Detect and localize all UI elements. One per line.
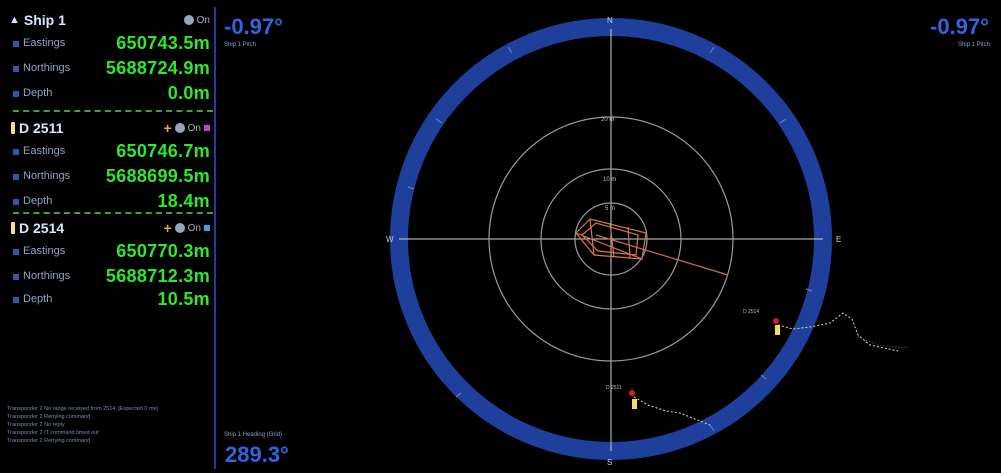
easting-value: 650770.3m [116,241,210,261]
depth-label: Depth [23,195,53,207]
target-marker-d2511[interactable] [629,390,635,396]
range-ring-inner [574,202,648,276]
bullet-icon [13,249,19,255]
northing-value: 5688712.3m [105,266,210,286]
depth-label: Depth [23,293,53,305]
target-header-d2514[interactable]: D 2514 + On [7,217,214,239]
target-northing-row: Northings 5688699.5m [7,166,214,188]
ship-header[interactable]: ▲ Ship 1 On [7,9,214,31]
pitch-right-value: -0.97° [930,14,989,39]
ship-outline[interactable] [575,218,647,260]
target-tools: + On [163,120,210,136]
target-easting-row: Eastings 650746.7m [7,141,214,163]
heading-value: 289.3° [225,442,289,467]
compass-north: N [607,16,613,25]
divider [13,110,213,112]
target-marker-d2514[interactable] [773,318,779,324]
northing-label: Northings [23,170,71,182]
range-ring-outer [488,116,734,362]
target-label-d2514: D 2514 [743,309,759,315]
range-label-outer: 20 m [601,117,614,123]
target-easting-row: Eastings 650770.3m [7,241,214,263]
range-label-inner: 5 m [605,206,615,212]
add-icon[interactable]: + [163,220,172,236]
plan-view[interactable]: 20 m 10 m 5 m N E S W D 2514 D 2511 [218,7,996,469]
bullet-icon [13,66,19,72]
transponder-icon [11,122,15,134]
pitch-left-value: -0.97° [224,14,283,39]
depth-value: 10.5m [157,289,210,309]
settings-icon[interactable] [174,123,185,133]
bullet-icon [13,274,19,280]
northing-label: Northings [23,270,71,282]
pitch-right-label: Ship 1 Pitch [958,42,991,48]
target-label-d2511: D 2511 [606,385,622,391]
depth-value: 0.0m [167,83,210,103]
depth-value: 18.4m [157,191,210,211]
bullet-icon [13,41,19,47]
on-indicator: On [196,14,210,26]
target-name: D 2511 [19,120,64,136]
on-indicator: On [187,222,201,234]
ship-easting-row: Eastings 650743.5m [7,33,214,55]
target-tools: + On [163,220,210,236]
on-indicator: On [187,122,201,134]
log-line: Transponder 2 Retrying command [7,414,91,420]
add-icon[interactable]: + [163,120,172,136]
target-depth-row: Depth 18.4m [7,191,214,213]
log-line: Transponder 2 IT command timed out [7,430,99,436]
bullet-icon [13,91,19,97]
compass-south: S [607,458,612,467]
easting-label: Eastings [23,37,66,49]
target-name: D 2514 [19,220,65,236]
easting-label: Eastings [23,145,66,157]
ship-northing-row: Northings 5688724.9m [7,58,214,80]
range-label-middle: 10 m [603,177,616,183]
transponder-icon-d2514 [775,325,780,335]
ship-depth-row: Depth 0.0m [7,83,214,105]
track-d2511 [633,396,711,426]
ship-tools: On [183,14,210,26]
bullet-icon [13,199,19,205]
track-d2514 [777,312,909,352]
northing-value: 5688699.5m [105,166,210,186]
ship-name: Ship 1 [23,12,66,28]
settings-icon[interactable] [183,15,194,25]
message-log[interactable]: Transponder 2 No range received from 251… [7,405,214,445]
depth-label: Depth [23,87,53,99]
northing-label: Northings [23,62,71,74]
log-line: Transponder 2 No reply [7,422,65,428]
color-swatch-icon[interactable] [204,225,210,231]
log-line: Transponder 2 Retrying command [7,438,91,444]
color-swatch-icon[interactable] [204,125,210,131]
compass-west: W [386,235,394,244]
log-line: Transponder 2 No range received from 251… [7,406,158,412]
sidebar: ▲ Ship 1 On Eastings 650743.5m Northings… [5,7,216,469]
bullet-icon [13,149,19,155]
bullet-icon [13,174,19,180]
easting-value: 650746.7m [116,141,210,161]
heading-line [595,234,729,276]
heading-label: Ship 1 Heading (Grid) [224,432,283,438]
target-depth-row: Depth 10.5m [7,289,214,311]
compass-ticks [407,46,813,432]
compass-east: E [836,235,841,244]
ship-icon: ▲ [9,14,20,26]
target-northing-row: Northings 5688712.3m [7,266,214,288]
range-ring-middle [540,168,682,310]
northing-value: 5688724.9m [105,58,210,78]
target-header-d2511[interactable]: D 2511 + On [7,117,214,139]
divider [13,212,213,214]
settings-icon[interactable] [174,223,185,233]
easting-label: Eastings [23,245,66,257]
pitch-left-label: Ship 1 Pitch [224,42,257,48]
bullet-icon [13,297,19,303]
transponder-icon-d2511 [632,399,637,409]
easting-value: 650743.5m [116,33,210,53]
transponder-icon [11,222,15,234]
